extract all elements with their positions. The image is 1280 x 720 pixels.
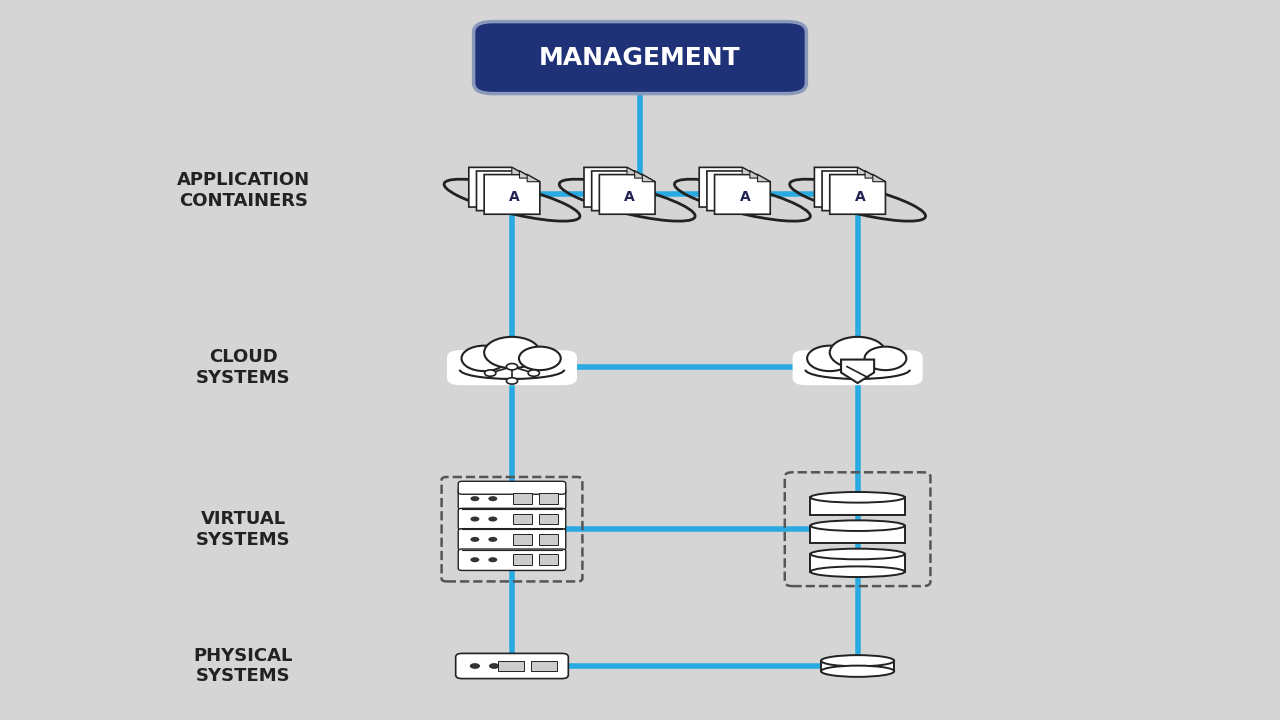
Polygon shape xyxy=(810,526,905,544)
Polygon shape xyxy=(476,171,532,211)
FancyBboxPatch shape xyxy=(539,554,558,565)
Polygon shape xyxy=(865,171,878,178)
Circle shape xyxy=(518,346,561,370)
Polygon shape xyxy=(829,174,886,215)
Polygon shape xyxy=(627,167,640,174)
Polygon shape xyxy=(822,171,878,211)
Polygon shape xyxy=(814,167,870,207)
Circle shape xyxy=(507,378,517,384)
Text: A: A xyxy=(625,190,635,204)
FancyBboxPatch shape xyxy=(513,514,532,524)
Polygon shape xyxy=(520,171,532,178)
Polygon shape xyxy=(484,174,540,215)
Text: A: A xyxy=(740,190,750,204)
FancyBboxPatch shape xyxy=(498,661,524,671)
FancyBboxPatch shape xyxy=(513,493,532,504)
FancyBboxPatch shape xyxy=(458,488,566,509)
Polygon shape xyxy=(714,174,771,215)
Ellipse shape xyxy=(810,567,905,577)
FancyBboxPatch shape xyxy=(474,22,806,94)
Ellipse shape xyxy=(820,655,895,667)
FancyBboxPatch shape xyxy=(539,493,558,504)
Polygon shape xyxy=(758,174,771,181)
Circle shape xyxy=(485,370,495,377)
Polygon shape xyxy=(643,174,655,181)
FancyBboxPatch shape xyxy=(458,549,566,570)
Polygon shape xyxy=(707,171,763,211)
Text: A: A xyxy=(509,190,520,204)
Polygon shape xyxy=(820,661,895,671)
Polygon shape xyxy=(699,167,755,207)
Circle shape xyxy=(507,364,517,370)
Polygon shape xyxy=(527,174,540,181)
FancyBboxPatch shape xyxy=(458,481,566,494)
Text: PHYSICAL
SYSTEMS: PHYSICAL SYSTEMS xyxy=(193,647,293,685)
Polygon shape xyxy=(591,171,648,211)
Polygon shape xyxy=(750,171,763,178)
Text: MANAGEMENT: MANAGEMENT xyxy=(539,45,741,70)
Polygon shape xyxy=(742,167,755,174)
FancyBboxPatch shape xyxy=(513,534,532,544)
Text: APPLICATION
CONTAINERS: APPLICATION CONTAINERS xyxy=(177,171,310,210)
Text: A: A xyxy=(855,190,865,204)
FancyBboxPatch shape xyxy=(513,554,532,565)
Polygon shape xyxy=(512,167,525,174)
Circle shape xyxy=(471,496,480,501)
Ellipse shape xyxy=(810,492,905,503)
Ellipse shape xyxy=(820,665,895,677)
Circle shape xyxy=(489,557,498,562)
Polygon shape xyxy=(873,174,886,181)
Polygon shape xyxy=(468,167,525,207)
Text: VIRTUAL
SYSTEMS: VIRTUAL SYSTEMS xyxy=(196,510,291,549)
Circle shape xyxy=(489,663,499,669)
Polygon shape xyxy=(584,167,640,207)
Text: CLOUD
SYSTEMS: CLOUD SYSTEMS xyxy=(196,348,291,387)
FancyBboxPatch shape xyxy=(456,654,568,678)
Circle shape xyxy=(471,557,480,562)
Circle shape xyxy=(484,337,540,368)
Polygon shape xyxy=(635,171,648,178)
FancyBboxPatch shape xyxy=(458,508,566,530)
Ellipse shape xyxy=(810,521,905,531)
Circle shape xyxy=(471,537,480,542)
FancyBboxPatch shape xyxy=(531,661,557,671)
Circle shape xyxy=(489,496,498,501)
Polygon shape xyxy=(810,498,905,515)
Circle shape xyxy=(864,346,906,370)
Circle shape xyxy=(471,516,480,521)
Polygon shape xyxy=(858,167,870,174)
Polygon shape xyxy=(841,359,874,383)
FancyBboxPatch shape xyxy=(539,534,558,544)
FancyBboxPatch shape xyxy=(792,350,923,385)
Circle shape xyxy=(808,346,852,371)
Circle shape xyxy=(462,346,507,371)
Polygon shape xyxy=(810,554,905,572)
Polygon shape xyxy=(599,174,655,215)
FancyBboxPatch shape xyxy=(458,528,566,550)
Circle shape xyxy=(489,516,498,521)
Circle shape xyxy=(489,537,498,542)
FancyBboxPatch shape xyxy=(447,350,577,385)
Circle shape xyxy=(529,370,539,377)
FancyBboxPatch shape xyxy=(539,514,558,524)
Ellipse shape xyxy=(810,549,905,559)
Circle shape xyxy=(829,337,886,368)
Circle shape xyxy=(470,663,480,669)
